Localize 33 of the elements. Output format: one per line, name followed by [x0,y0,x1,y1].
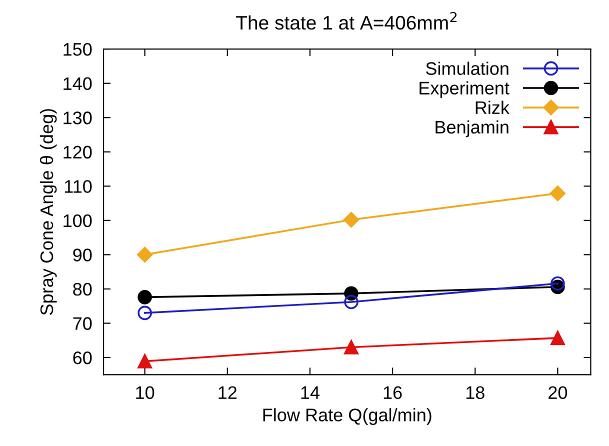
point [137,246,153,262]
point [550,186,566,202]
chart-title: The state 1 at A=406mm$^{2}$ [236,12,457,30]
x-tick-label: 16 [384,386,402,400]
x-tick-label: 10 [136,386,154,400]
legend-label: Rizk [476,100,510,114]
legend-label: Experiment [420,81,510,98]
point [344,294,358,310]
y-tick-label: 130 [64,112,92,124]
y-tick-label: 70 [73,317,92,330]
point [138,354,152,368]
y-tick-label: 80 [73,282,92,296]
y-tick-label: 90 [73,248,92,262]
legend-label: Simulation [426,62,508,75]
x-tick-label: 18 [466,386,484,400]
y-tick-label: 60 [73,351,92,364]
x-tick-label: 20 [548,386,568,400]
y-tick-label: 150 [64,42,92,56]
point [138,290,152,304]
point [343,212,360,228]
point [138,306,152,320]
y-tick-label: 100 [64,214,92,228]
x-tick-label: 12 [218,386,237,399]
y-tick-label: 120 [64,146,92,159]
y-tick-label: 110 [65,180,92,193]
x-axis-title: Flow Rate Q(gal/min) [263,408,432,425]
point [344,340,358,354]
point [550,276,565,291]
legend-label: Benjamin [436,120,508,138]
y-axis-title: Spray Cone Angle θ (deg) [40,109,57,315]
y-tick-label: 140 [64,77,92,90]
point [550,330,565,346]
x-tick-label: 14 [301,386,320,399]
